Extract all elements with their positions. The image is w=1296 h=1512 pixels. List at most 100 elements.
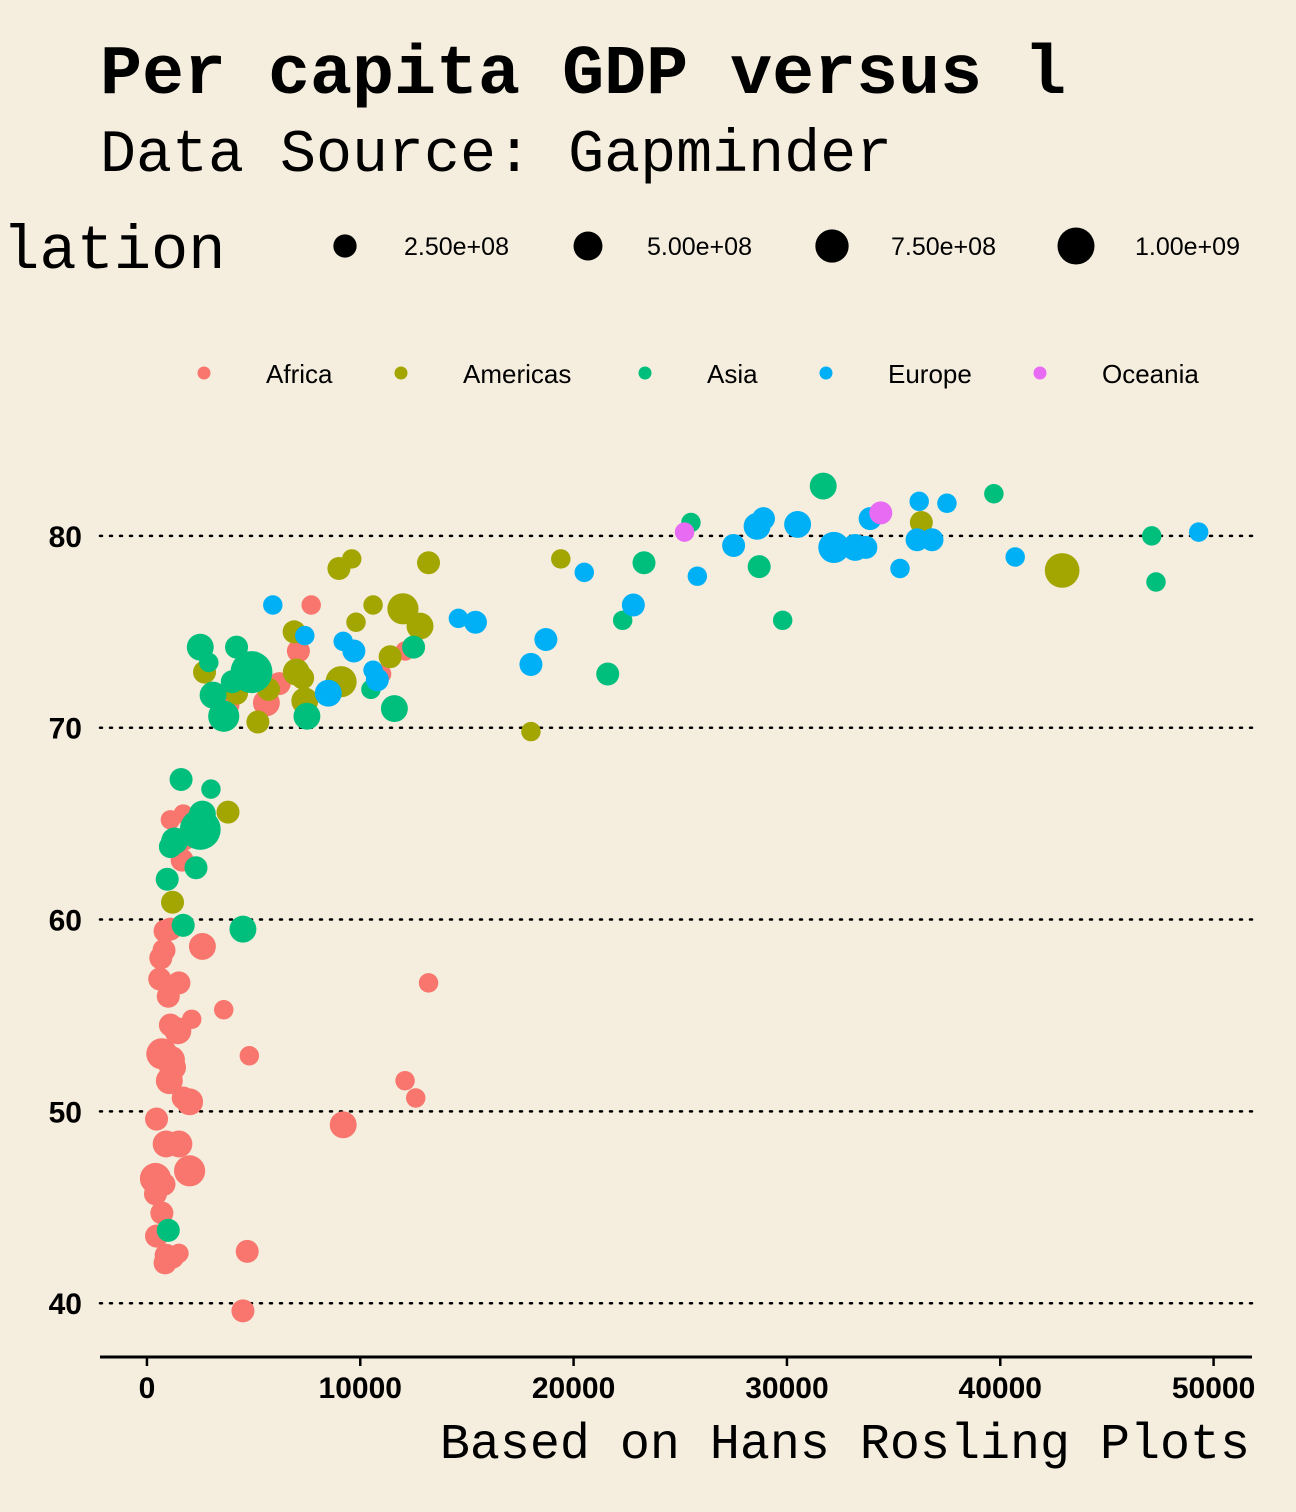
data-point-asia (402, 635, 426, 659)
x-tick-label: 50000 (1172, 1372, 1255, 1405)
data-point-asia (747, 555, 771, 579)
data-point-asia (632, 551, 656, 575)
size-legend-key (815, 229, 849, 263)
y-tick-label: 40 (49, 1288, 82, 1321)
data-point-asia (772, 610, 793, 631)
data-point-africa (164, 1017, 192, 1045)
data-point-americas (161, 890, 185, 914)
data-point-asia (230, 651, 273, 694)
y-tick-label: 60 (49, 905, 82, 938)
data-point-africa (405, 1088, 426, 1108)
data-point-africa (329, 1111, 357, 1139)
x-tick-label: 30000 (745, 1372, 828, 1405)
data-point-oceania (674, 522, 695, 542)
data-point-asia (156, 1218, 180, 1242)
chart-title: Per capita GDP versus l (100, 36, 1066, 115)
color-legend: Africa Americas Asia Europe Oceania (197, 359, 1199, 389)
data-point-africa (149, 946, 173, 970)
data-point-europe (854, 535, 878, 559)
data-point-asia (612, 610, 633, 631)
color-legend-label: Africa (266, 359, 333, 389)
x-tick-label: 0 (139, 1372, 156, 1405)
data-point-americas (363, 595, 383, 615)
data-point-europe (1188, 522, 1209, 542)
color-legend-label: Americas (463, 359, 571, 389)
data-point-africa (176, 1088, 204, 1116)
data-point-africa (156, 984, 180, 1008)
y-tick-label: 50 (49, 1096, 82, 1129)
data-point-africa (153, 919, 177, 943)
data-point-europe (909, 491, 929, 512)
grid-lines (98, 534, 1254, 1305)
data-point-africa (395, 1070, 415, 1091)
size-legend-key (573, 231, 603, 261)
data-point-americas (341, 549, 362, 569)
data-point-europe (722, 533, 746, 558)
x-tick-label: 10000 (319, 1372, 402, 1405)
data-points (139, 472, 1209, 1323)
data-point-americas (909, 510, 933, 534)
data-point-americas (291, 666, 315, 690)
data-point-asia (199, 652, 219, 673)
size-legend-label: 5.00e+08 (647, 233, 752, 261)
data-point-europe (314, 679, 342, 707)
x-tick-label: 40000 (959, 1372, 1042, 1405)
data-point-americas (417, 551, 441, 575)
data-point-europe (1005, 547, 1025, 567)
data-point-europe (295, 625, 315, 646)
data-point-europe (342, 639, 366, 663)
data-point-asia (225, 635, 249, 659)
data-point-asia (155, 867, 179, 891)
size-legend: ulation 2.50e+08 5.00e+08 7.50e+08 1.00e+09 (0, 216, 1240, 287)
data-point-asia (1146, 572, 1166, 592)
y-tick-label: 70 (49, 713, 82, 746)
data-point-americas (378, 645, 402, 669)
color-legend-key-oceania (1033, 366, 1047, 380)
chart-subtitle: Data Source: Gapminder (100, 122, 892, 190)
data-point-africa (145, 1107, 169, 1131)
size-legend-key (333, 234, 357, 258)
data-point-africa (160, 810, 181, 830)
color-legend-label: Asia (707, 359, 758, 389)
data-point-asia (169, 768, 193, 792)
data-point-africa (418, 973, 439, 993)
data-point-americas (521, 721, 541, 742)
x-tick-label: 20000 (532, 1372, 615, 1405)
data-point-asia (229, 915, 257, 943)
data-point-europe (751, 507, 775, 531)
data-point-africa (143, 1182, 167, 1206)
data-point-europe (890, 558, 910, 579)
data-point-europe (818, 531, 850, 564)
data-point-africa (235, 1239, 259, 1263)
data-point-americas (551, 549, 571, 569)
data-point-europe (687, 566, 708, 586)
color-legend-label: Europe (888, 359, 972, 389)
data-point-asia (984, 483, 1004, 504)
data-point-asia (1141, 526, 1162, 546)
data-point-europe (534, 627, 558, 652)
data-point-asia (809, 472, 837, 500)
data-point-europe (920, 528, 944, 552)
data-point-americas (406, 612, 434, 640)
size-legend-label: 1.00e+09 (1135, 233, 1240, 261)
size-legend-key (1057, 227, 1095, 265)
data-point-americas (1044, 553, 1080, 588)
data-point-africa (188, 932, 216, 960)
data-point-asia (201, 779, 221, 799)
data-point-africa (153, 1251, 177, 1275)
data-point-asia (596, 662, 620, 686)
data-point-asia (171, 913, 195, 937)
data-point-europe (621, 593, 645, 617)
data-point-africa (231, 1299, 255, 1323)
data-point-europe (263, 595, 283, 615)
chart-caption: Based on Hans Rosling Plots (440, 1417, 1250, 1474)
data-point-africa (213, 999, 234, 1020)
y-axis-ticks: 40 50 60 70 80 (49, 521, 82, 1321)
color-legend-key-asia (638, 366, 652, 380)
color-legend-key-americas (394, 366, 408, 380)
size-legend-title: ulation (0, 216, 225, 287)
data-point-africa (148, 967, 172, 991)
data-point-asia (208, 700, 240, 732)
data-point-americas (216, 800, 240, 824)
